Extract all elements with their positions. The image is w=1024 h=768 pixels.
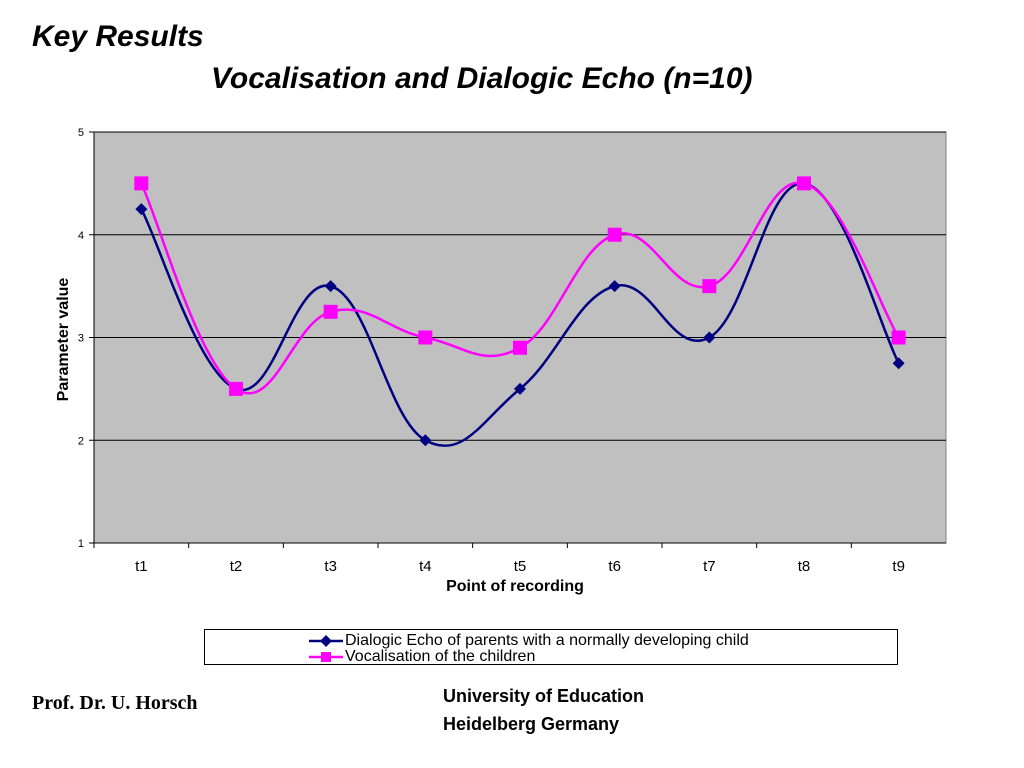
legend-item-vocalisation: Vocalisation of the children — [205, 648, 897, 666]
data-point-dialogic-echo — [703, 331, 716, 344]
x-tick-label: t6 — [608, 558, 621, 575]
data-point-dialogic-echo — [514, 382, 526, 395]
institution: University of Education Heidelberg Germa… — [443, 682, 644, 738]
x-axis-title: Point of recording — [446, 578, 584, 595]
legend-swatch-vocalisation — [309, 652, 343, 662]
institution-line-2: Heidelberg Germany — [443, 714, 620, 734]
y-tick-label: 4 — [78, 230, 84, 242]
data-point-dialogic-echo — [324, 280, 337, 293]
data-point-dialogic-echo — [135, 203, 148, 216]
data-point-vocalisation — [513, 340, 527, 355]
data-point-vocalisation — [702, 279, 717, 294]
y-tick-label: 2 — [78, 435, 84, 447]
legend-swatch-dialogic-echo — [309, 635, 343, 647]
y-tick-label: 5 — [78, 127, 84, 139]
data-point-dialogic-echo — [608, 280, 621, 293]
x-tick-label: t4 — [419, 558, 432, 575]
y-axis-title: Parameter value — [55, 278, 72, 402]
legend-label-dialogic-echo: Dialogic Echo of parents with a normally… — [345, 632, 749, 649]
y-tick-label: 1 — [78, 538, 84, 550]
author-name: Prof. Dr. U. Horsch — [32, 692, 198, 714]
data-point-vocalisation — [418, 330, 433, 345]
data-point-vocalisation — [607, 227, 622, 242]
institution-line-1: University of Education — [443, 686, 645, 706]
chart-legend: Dialogic Echo of parents with a normally… — [204, 629, 898, 665]
data-point-dialogic-echo — [419, 434, 432, 447]
data-point-vocalisation — [134, 176, 149, 191]
x-tick-label: t7 — [703, 558, 716, 575]
slide-title: Key Results — [32, 20, 204, 53]
x-tick-label: t2 — [230, 558, 243, 575]
slide-subtitle: Vocalisation and Dialogic Echo (n=10) — [211, 62, 753, 95]
line-chart: 1 2 3 4 5 t1 t2 t3 t4 t5 t6 t7 t8 t9 Point of recordin… — [55, 127, 947, 595]
x-tick-label: t1 — [135, 558, 148, 575]
data-point-vocalisation — [891, 330, 906, 345]
x-tick-label: t8 — [798, 558, 811, 575]
legend-item-dialogic-echo: Dialogic Echo of parents with a normally… — [205, 632, 897, 650]
data-point-vocalisation — [797, 176, 811, 191]
x-tick-label: t5 — [514, 558, 527, 575]
x-tick-label: t9 — [892, 558, 905, 575]
legend-label-vocalisation: Vocalisation of the children — [345, 648, 536, 665]
x-tick-label: t3 — [324, 558, 337, 575]
data-point-vocalisation — [229, 381, 243, 396]
y-tick-label: 3 — [78, 333, 84, 345]
data-point-dialogic-echo — [892, 357, 905, 370]
data-point-vocalisation — [323, 304, 338, 319]
